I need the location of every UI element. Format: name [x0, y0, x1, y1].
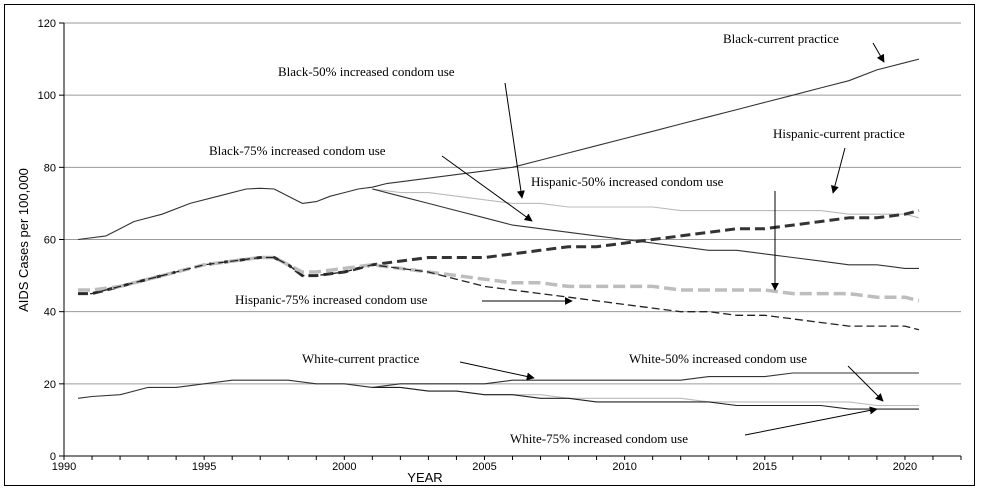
y-tick-label: 20	[44, 379, 56, 391]
x-tick-label: 2000	[332, 461, 356, 473]
y-tick-label: 60	[44, 235, 56, 247]
arrow-black-current	[872, 42, 885, 63]
series-line-4: Hispanic-50% increased condom use	[78, 255, 920, 303]
x-tick-label: 1995	[192, 461, 216, 473]
y-axis-title: AIDS Cases per 100,000	[16, 168, 31, 312]
series-line-2: Black-75% increased condom use	[372, 188, 919, 269]
annotation-hispanic-current: Hispanic-current practice	[773, 126, 905, 141]
series-line-5: Hispanic-75% increased condom use	[78, 256, 920, 331]
annotation-white-50: White-50% increased condom use	[629, 351, 807, 366]
tick-labels: 0 20 40 60 80 100 120 1990 1995 2000 2005 2010 2015 2…	[38, 18, 918, 473]
x-tick-label: 2005	[472, 461, 496, 473]
y-tick-label: 100	[38, 90, 56, 102]
axes	[59, 22, 962, 460]
x-axis-title: YEAR	[407, 470, 442, 485]
annotation-hispanic-75: Hispanic-75% increased condom use	[235, 292, 428, 307]
x-tick-label: 2010	[612, 461, 636, 473]
annotation-black-75: Black-75% increased condom use	[209, 143, 386, 158]
arrow-black-50	[504, 82, 525, 199]
series-line-8: White-75% increased condom use	[372, 386, 919, 410]
annotation-white-current: White-current practice	[302, 351, 420, 366]
x-tick-label: 2015	[753, 461, 777, 473]
arrow-black-75	[441, 155, 533, 222]
arrow-white-50	[847, 365, 884, 402]
series-line-7: White-50% increased condom use	[372, 386, 919, 407]
gridlines	[64, 22, 961, 385]
annotation-black-current: Black-current practice	[723, 31, 839, 46]
y-tick-label: 0	[50, 451, 56, 463]
annotation-hispanic-50: Hispanic-50% increased condom use	[531, 174, 724, 189]
x-tick-label: 1990	[52, 461, 76, 473]
annotation-white-75: White-75% increased condom use	[510, 431, 688, 446]
y-tick-label: 120	[38, 18, 56, 30]
arrow-white-current	[459, 361, 535, 381]
series-line-1: Black-50% increased condom use	[372, 188, 920, 219]
series-line-0: Black-current practice	[77, 58, 920, 241]
y-tick-label: 40	[44, 307, 56, 319]
y-tick-label: 80	[44, 162, 56, 174]
annotations: Black-current practice Black-50% increas…	[209, 31, 905, 446]
arrow-hispanic-current	[830, 147, 846, 194]
x-tick-label: 2020	[893, 461, 917, 473]
arrow-white-75	[744, 406, 878, 436]
series-line-6: White-current practice	[77, 372, 919, 399]
annotation-black-50: Black-50% increased condom use	[278, 64, 455, 79]
